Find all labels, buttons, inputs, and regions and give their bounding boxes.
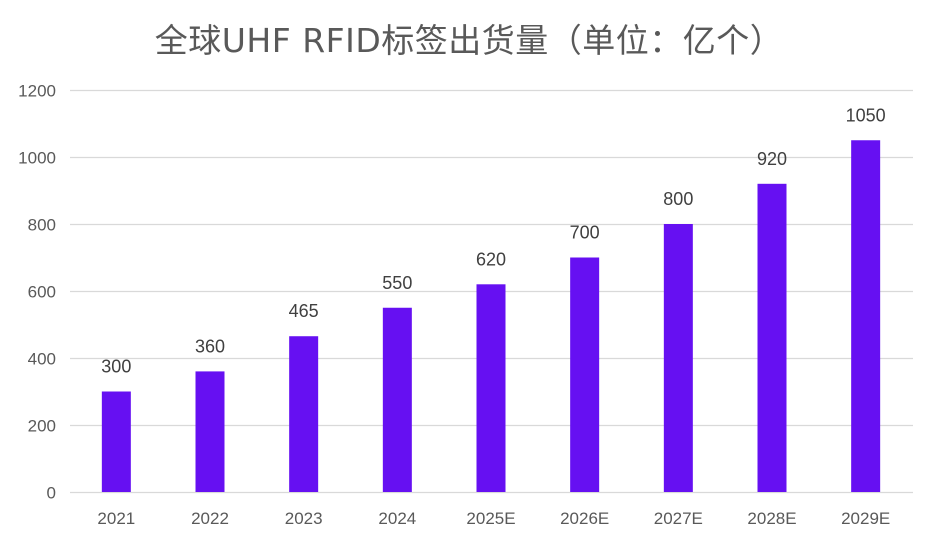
bar-series xyxy=(101,140,881,493)
data-labels: 300 360 465 550 620 700 800 920 1050 xyxy=(101,105,885,376)
data-label-2022: 360 xyxy=(195,336,225,356)
bar-2021 xyxy=(101,391,131,492)
y-tick-label: 200 xyxy=(28,417,56,436)
x-tick-label: 2024 xyxy=(378,509,416,528)
x-tick-label: 2022 xyxy=(191,509,229,528)
x-tick-label: 2021 xyxy=(97,509,135,528)
bar-2024 xyxy=(382,307,412,492)
data-label-2028E: 920 xyxy=(757,149,787,169)
x-tick-label: 2029E xyxy=(841,509,890,528)
x-tick-label: 2026E xyxy=(560,509,609,528)
y-tick-label: 0 xyxy=(47,484,56,503)
bar-2026E xyxy=(570,257,600,492)
chart-title: 全球UHF RFID标签出货量（单位：亿个） xyxy=(154,21,784,60)
bar-2023 xyxy=(289,336,319,492)
data-label-2021: 300 xyxy=(101,357,131,377)
data-label-2026E: 700 xyxy=(570,223,600,243)
y-axis-ticks: 0 200 400 600 800 1000 1200 xyxy=(18,82,56,503)
y-tick-label: 800 xyxy=(28,216,56,235)
x-axis-ticks: 2021 2022 2023 2024 2025E 2026E 2027E 2028E 2029… xyxy=(97,509,890,528)
data-label-2024: 550 xyxy=(382,273,412,293)
x-tick-label: 2027E xyxy=(654,509,703,528)
y-tick-label: 1000 xyxy=(18,149,56,168)
bar-2028E xyxy=(757,183,787,493)
y-tick-label: 1200 xyxy=(18,82,56,101)
x-tick-label: 2028E xyxy=(747,509,796,528)
bar-2025E xyxy=(476,284,506,492)
bar-2022 xyxy=(195,371,225,492)
x-tick-label: 2025E xyxy=(466,509,515,528)
bar-2029E xyxy=(851,140,881,492)
y-tick-label: 600 xyxy=(28,283,56,302)
data-label-2027E: 800 xyxy=(663,189,693,209)
data-label-2029E: 1050 xyxy=(846,105,886,125)
y-tick-label: 400 xyxy=(28,350,56,369)
data-label-2025E: 620 xyxy=(476,249,506,269)
x-tick-label: 2023 xyxy=(285,509,323,528)
bar-2027E xyxy=(663,224,693,492)
data-label-2023: 465 xyxy=(289,301,319,321)
